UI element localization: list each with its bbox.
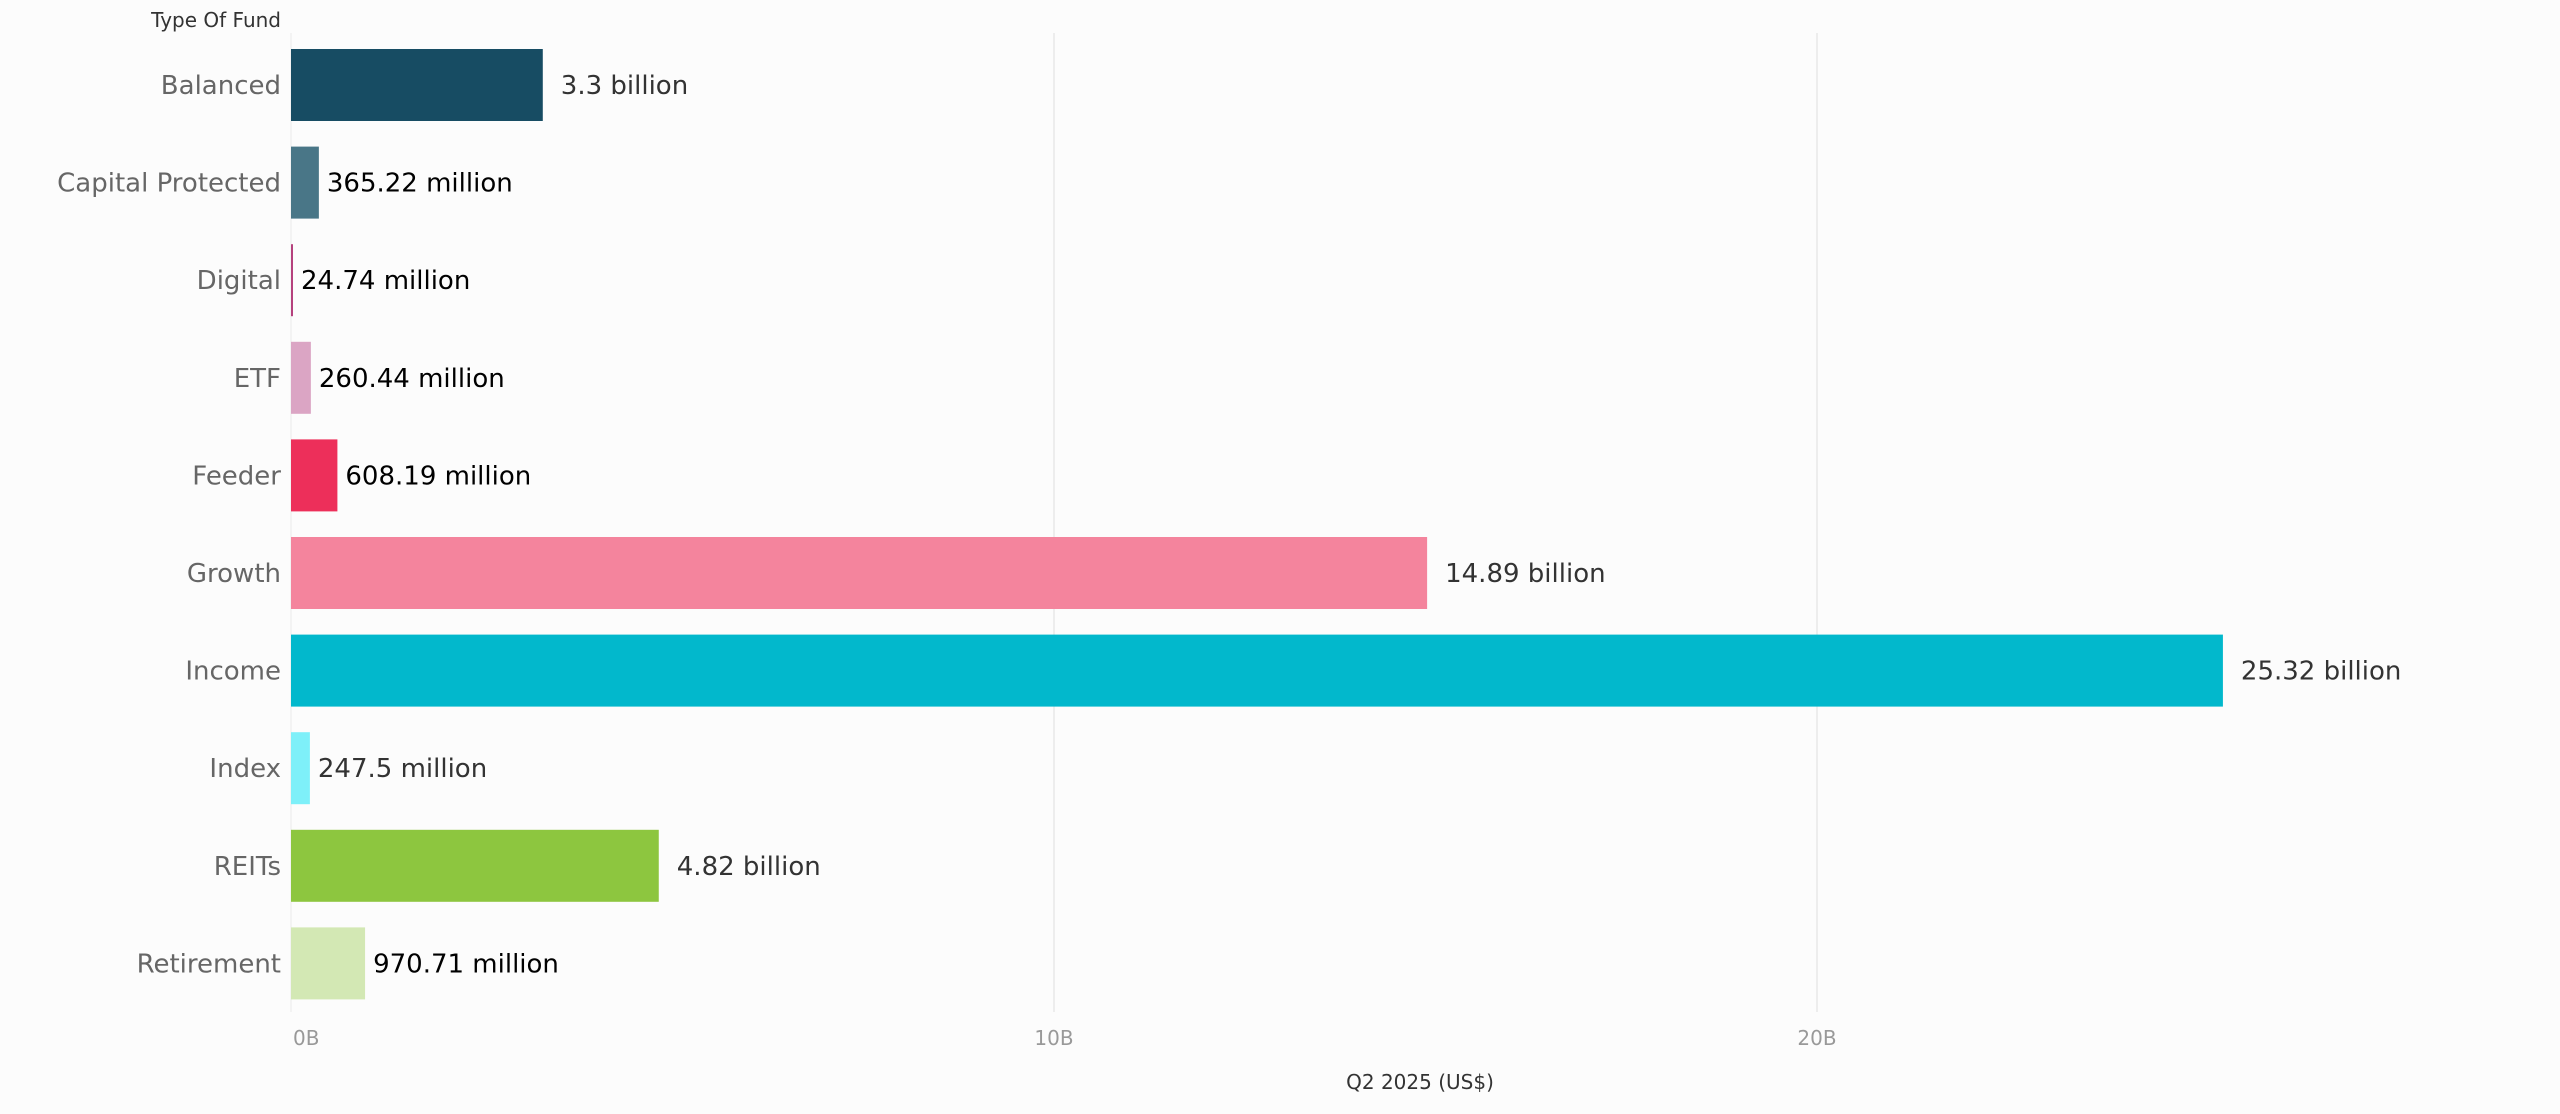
- category-label: Feeder: [192, 461, 281, 491]
- x-tick-label: 10B: [1034, 1026, 1073, 1050]
- x-tick-label: 0B: [293, 1026, 319, 1050]
- bar-income: [291, 634, 2223, 707]
- data-label: 365.22 million: [327, 169, 513, 199]
- x-tick-label: 20B: [1797, 1026, 1836, 1050]
- category-label: Growth: [187, 559, 281, 589]
- bar-digital: [291, 244, 293, 317]
- category-label: Index: [209, 754, 281, 784]
- row-header: Type Of Fund: [151, 8, 281, 32]
- bar-retirement: [291, 927, 366, 1000]
- category-label: Balanced: [161, 71, 281, 101]
- category-label: ETF: [234, 364, 281, 394]
- bar-capital-protected: [291, 146, 319, 219]
- data-label: 3.3 billion: [561, 71, 688, 101]
- bar-feeder: [291, 439, 338, 512]
- category-label: Retirement: [137, 949, 281, 979]
- data-label: 14.89 billion: [1445, 559, 1605, 589]
- data-label: 247.5 million: [318, 754, 487, 784]
- data-label: 970.71 million: [373, 949, 559, 979]
- data-label: 608.19 million: [345, 461, 531, 491]
- data-label: 260.44 million: [319, 364, 505, 394]
- bar-reits: [291, 829, 659, 902]
- category-label: Capital Protected: [57, 169, 281, 199]
- data-label: 4.82 billion: [677, 852, 821, 882]
- bar-growth: [291, 537, 1428, 609]
- bar-etf: [291, 341, 311, 414]
- data-label: 25.32 billion: [2241, 657, 2401, 687]
- category-label: REITs: [214, 852, 281, 882]
- data-label: 24.74 million: [301, 266, 470, 296]
- x-axis-title: Q2 2025 (US$): [1346, 1070, 1494, 1094]
- bar-index: [291, 732, 310, 805]
- bar-balanced: [291, 49, 543, 121]
- category-label: Income: [185, 657, 281, 687]
- category-label: Digital: [197, 266, 281, 296]
